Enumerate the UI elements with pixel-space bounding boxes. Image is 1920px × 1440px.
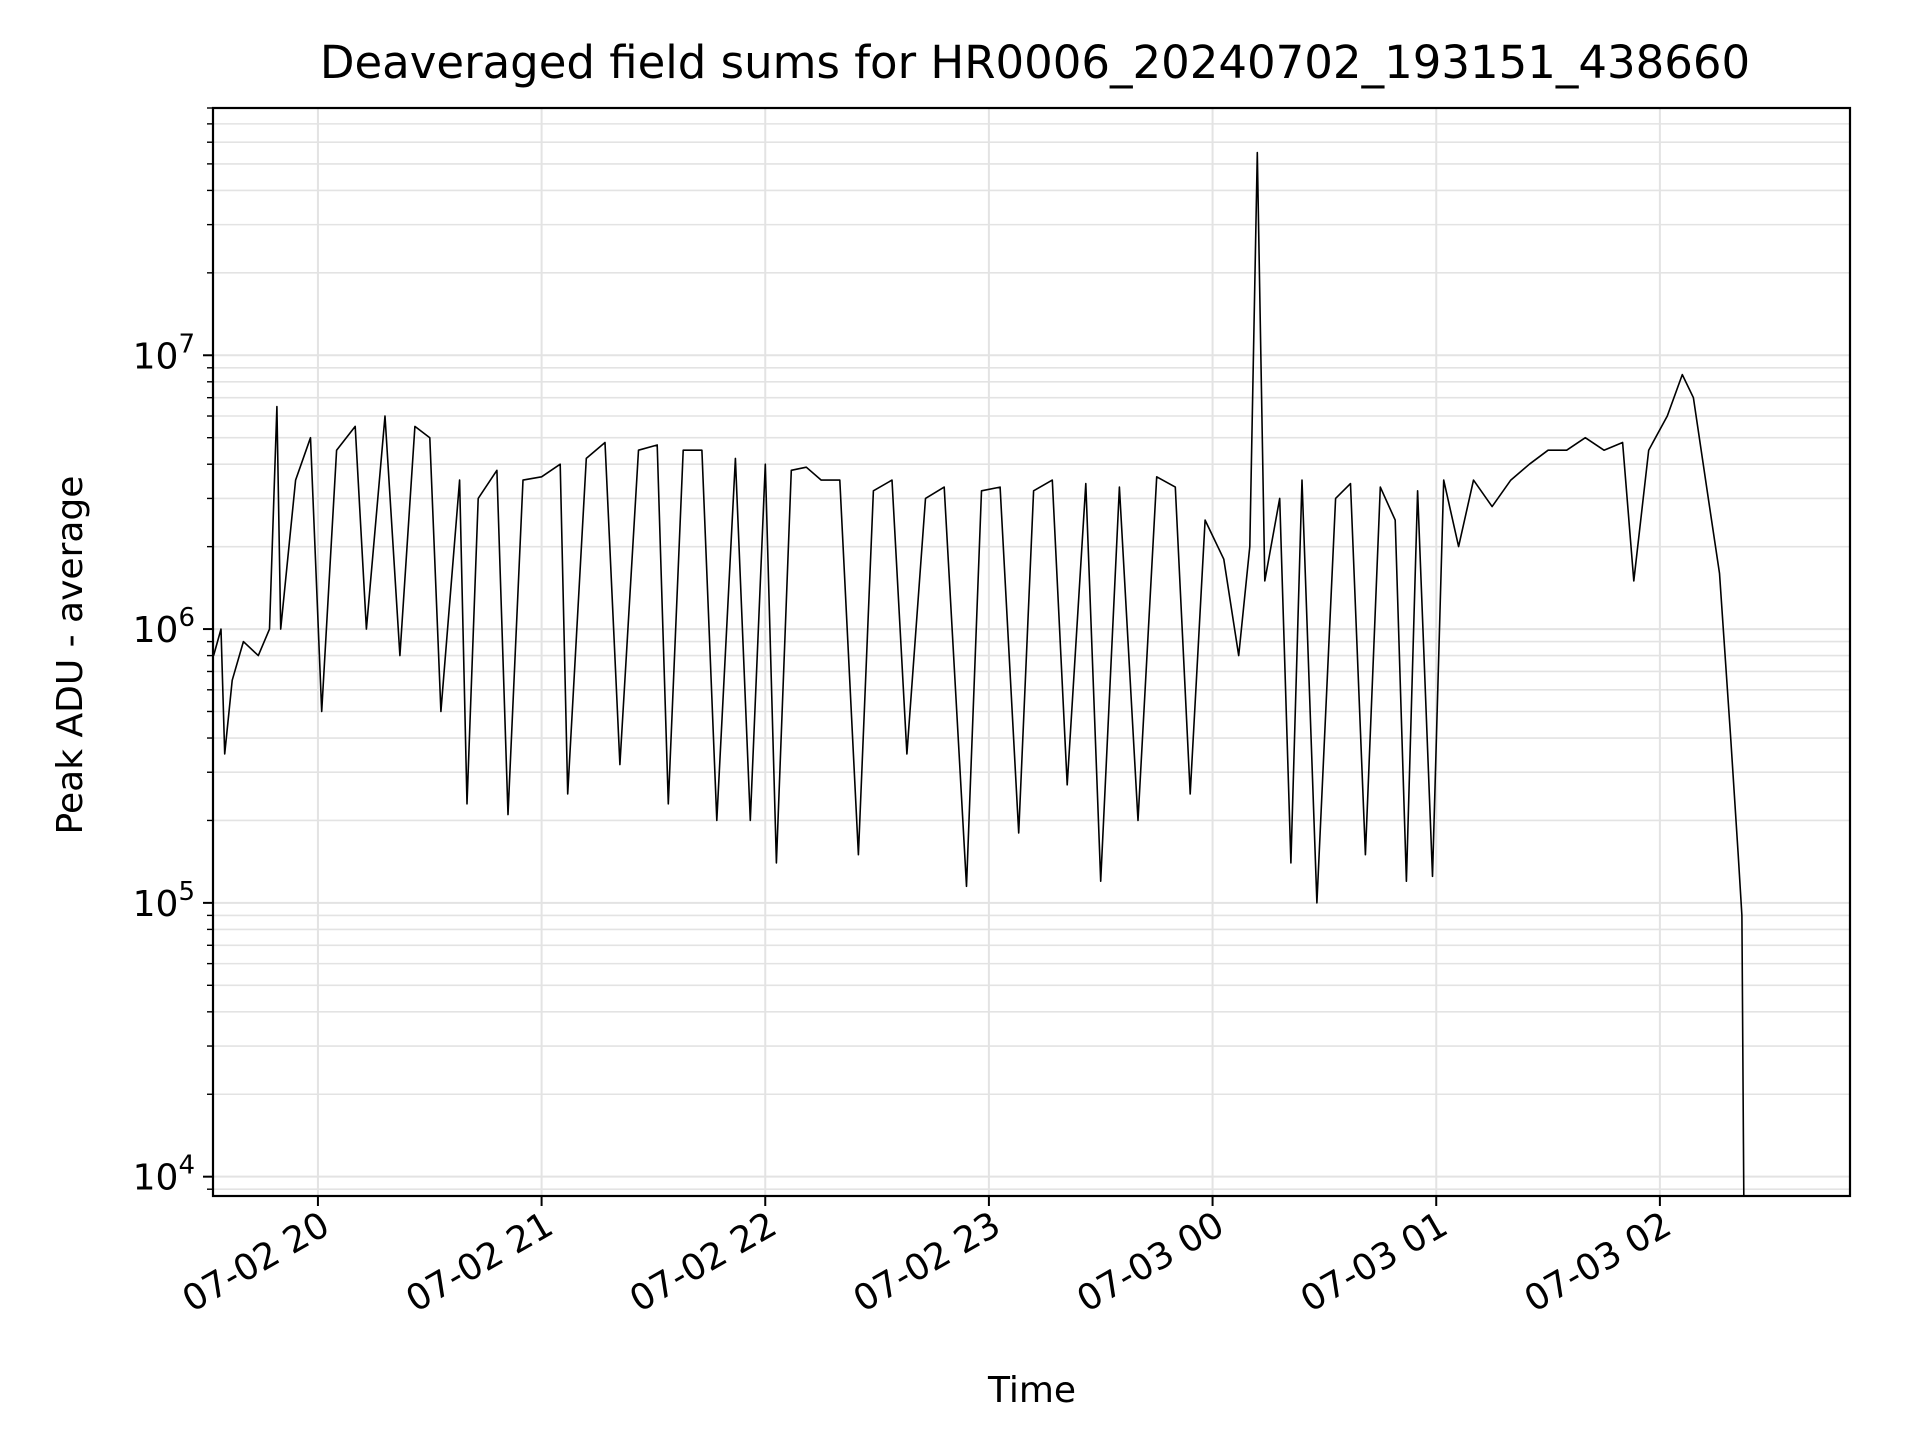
x-tick-label: 07-03 00 [1070,1204,1231,1320]
y-tick-base: 10 [133,1158,179,1199]
y-axis-label: Peak ADU - average [50,476,91,835]
x-axis-label: Time [987,1370,1076,1411]
data-layer [212,151,1745,1197]
x-tick-label: 07-02 21 [399,1204,560,1320]
y-tick-exponent: 4 [178,1151,195,1181]
y-tick-exponent: 5 [178,877,195,907]
x-tick-label: 07-03 02 [1518,1204,1679,1320]
x-tick-label: 07-02 22 [623,1204,784,1320]
y-tick-label: 105 [133,877,195,925]
y-tick-base: 10 [133,336,179,377]
y-tick-base: 10 [133,610,179,651]
y-tick-exponent: 7 [178,329,195,359]
chart-title: Deaveraged field sums for HR0006_2024070… [320,36,1750,89]
x-tick-label: 07-03 01 [1294,1204,1455,1320]
y-tick-label: 106 [133,603,195,651]
plot-frame [211,106,1852,1198]
y-tick-exponent: 6 [178,603,195,633]
y-tick-label: 107 [133,329,195,377]
y-tick-label: 104 [133,1151,195,1199]
y-tick-base: 10 [133,884,179,925]
grid-layer [213,107,1850,1196]
x-tick-label: 07-02 20 [176,1204,337,1320]
series-line [212,151,1745,1197]
x-tick-label: 07-02 23 [847,1204,1008,1320]
